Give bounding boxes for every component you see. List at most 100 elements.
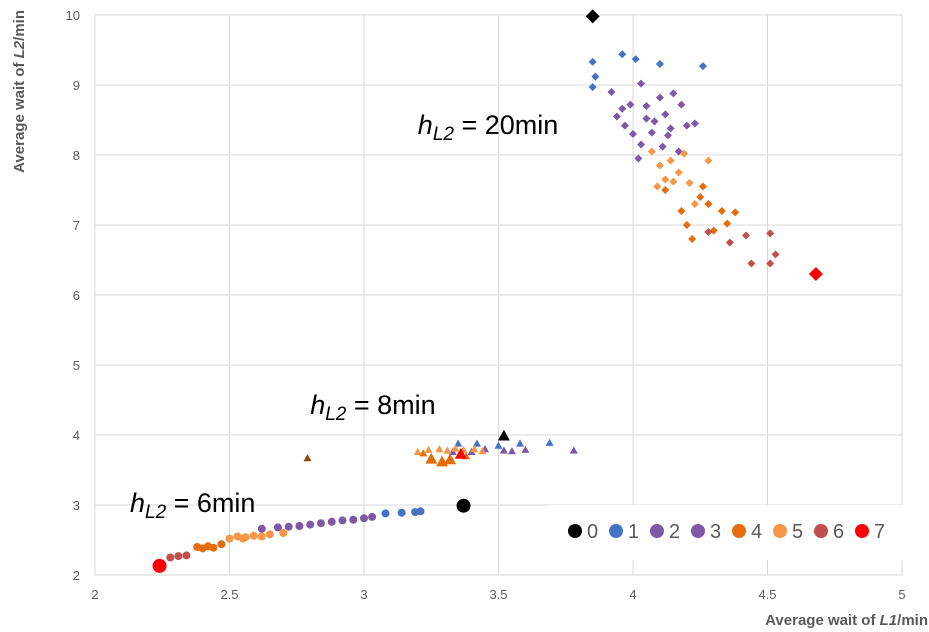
scatter-point-triangle <box>413 447 422 455</box>
y-tick-label: 5 <box>73 358 80 373</box>
legend-label-5: 5 <box>792 521 803 543</box>
x-tick-label: 2.5 <box>220 587 238 602</box>
gridlines <box>94 14 903 576</box>
scatter-point-diamond <box>666 124 675 133</box>
scatter-point-diamond <box>690 200 699 208</box>
scatter-point-circle <box>257 532 266 541</box>
y-tick-label: 7 <box>73 218 80 233</box>
scatter-point-diamond <box>680 149 689 158</box>
scatter-point-diamond <box>629 130 637 138</box>
x-tick-label: 4 <box>629 587 636 602</box>
scatter-point-triangle <box>454 447 467 459</box>
scatter-point-triangle <box>516 439 525 447</box>
scatter-point-diamond <box>688 235 697 243</box>
scatter-point-circle <box>273 523 282 532</box>
scatter-point-diamond <box>682 121 691 130</box>
scatter-point-diamond <box>669 89 678 98</box>
y-tick-labels: 2 3 4 5 6 7 8 9 10 <box>66 8 80 583</box>
scatter-point-diamond <box>661 186 670 194</box>
scatter-point-circle <box>238 534 247 543</box>
scatter-point-circle <box>265 530 274 539</box>
scatter-point-diamond <box>808 267 823 281</box>
scatter-point-diamond <box>653 182 662 191</box>
series-7 <box>152 267 823 573</box>
y-axis-title: Average wait of L2/min <box>11 10 28 173</box>
scatter-point-diamond <box>655 161 664 170</box>
scatter-point-diamond <box>591 72 600 81</box>
y-tick-label: 6 <box>73 288 80 303</box>
series-4 <box>193 182 740 553</box>
series-2 <box>257 79 691 533</box>
legend: 0 1 2 3 4 5 6 7 <box>568 521 885 543</box>
scatter-point-circle <box>381 509 390 518</box>
scatter-point-diamond <box>618 50 627 59</box>
scatter-point-diamond <box>647 128 656 137</box>
scatter-point-circle <box>166 553 175 562</box>
scatter-point-diamond <box>642 114 651 123</box>
scatter-point-triangle <box>472 439 481 447</box>
scatter-point-triangle <box>424 445 433 453</box>
scatter-point-diamond <box>698 62 707 71</box>
scatter-point-circle <box>327 517 336 526</box>
x-tick-label: 5 <box>898 587 905 602</box>
scatter-point-diamond <box>704 200 713 208</box>
scatter-point-diamond <box>607 88 616 96</box>
scatter-point-diamond <box>677 100 686 109</box>
scatter-point-circle <box>279 529 288 537</box>
scatter-point-circle <box>174 552 183 561</box>
scatter-point-diamond <box>661 175 670 184</box>
scatter-point-diamond <box>626 100 635 109</box>
legend-marker-1 <box>609 524 623 538</box>
scatter-point-diamond <box>725 238 734 247</box>
scatter-point-circle <box>349 515 358 524</box>
scatter-point-circle <box>209 543 218 552</box>
x-axis-title: Average wait of L1/min <box>765 612 928 629</box>
y-tick-label: 9 <box>73 78 80 93</box>
scatter-point-diamond <box>682 221 691 229</box>
scatter-point-triangle <box>507 447 516 455</box>
legend-label-6: 6 <box>833 521 844 543</box>
scatter-point-diamond <box>634 154 643 163</box>
scatter-point-triangle <box>521 445 530 453</box>
x-tick-label: 3.5 <box>489 587 507 602</box>
annotations: hL2 = 20min hL2 = 8min hL2 = 6min <box>130 110 558 523</box>
legend-marker-4 <box>732 524 746 538</box>
x-tick-label: 3 <box>360 587 367 602</box>
scatter-point-diamond <box>650 117 659 126</box>
scatter-point-triangle <box>451 444 460 452</box>
scatter-point-triangle <box>499 446 508 454</box>
scatter-point-triangle <box>497 429 510 441</box>
scatter-point-diamond <box>637 140 646 149</box>
legend-label-1: 1 <box>628 521 639 543</box>
scatter-point-diamond <box>666 156 675 165</box>
scatter-point-diamond <box>771 250 780 259</box>
scatter-point-diamond <box>696 193 705 201</box>
scatter-point-circle <box>456 498 471 513</box>
scatter-point-circle <box>182 551 191 560</box>
scatter-point-circle <box>316 519 325 528</box>
scatter-point-diamond <box>717 207 726 215</box>
legend-marker-7 <box>855 524 869 538</box>
scatter-point-diamond <box>588 83 597 92</box>
scatter-point-diamond <box>690 119 699 128</box>
scatter-point-diamond <box>704 156 713 165</box>
annotation-label: hL2 = 6min <box>130 488 255 523</box>
scatter-point-diamond <box>731 208 740 217</box>
scatter-point-diamond <box>685 179 694 187</box>
scatter-point-triangle <box>545 438 554 446</box>
series-1 <box>381 50 707 518</box>
scatter-point-circle <box>152 558 167 573</box>
scatter-point-diamond <box>766 259 775 268</box>
x-tick-label: 4.5 <box>758 587 776 602</box>
scatter-point-circle <box>306 520 315 529</box>
scatter-point-diamond <box>674 168 683 177</box>
y-tick-label: 8 <box>73 148 80 163</box>
scatter-point-diamond <box>661 110 670 119</box>
series-0 <box>456 9 600 513</box>
scatter-point-diamond <box>612 112 621 121</box>
scatter-point-diamond <box>655 60 664 68</box>
scatter-point-circle <box>295 522 304 530</box>
scatter-point-diamond <box>637 79 646 88</box>
scatter-point-triangle <box>435 445 444 453</box>
